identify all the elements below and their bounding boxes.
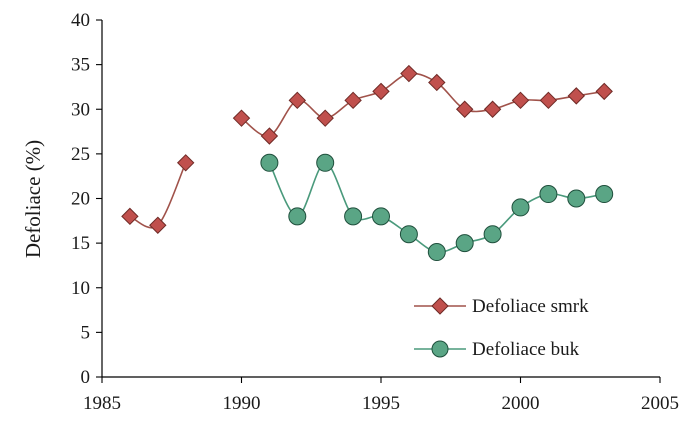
x-axis-ticks: 1985 1990 1995 2000 2005 [83, 377, 679, 414]
plot-area: 0 5 10 15 20 25 30 35 40 1985 1990 1995 2000 2005 [71, 10, 679, 414]
data-point-smrk [428, 73, 446, 92]
x-tick-label: 1990 [223, 393, 261, 414]
data-point-smrk [511, 91, 530, 110]
series-lines [129, 72, 605, 253]
x-tick-label: 2005 [641, 393, 679, 414]
y-tick-label: 35 [71, 55, 90, 76]
x-tick-label: 1985 [83, 393, 121, 414]
data-point-buk [316, 153, 335, 172]
data-point-smrk [288, 91, 307, 110]
legend: Defoliace smrk Defoliace buk [414, 296, 589, 360]
data-point-smrk [260, 127, 279, 145]
x-tick-label: 2000 [502, 393, 540, 414]
y-axis-title: Defoliace (%) [21, 140, 45, 258]
data-point-smrk [400, 64, 418, 83]
legend-item-buk: Defoliace buk [414, 339, 580, 360]
data-point-buk [539, 185, 558, 204]
y-tick-label: 10 [71, 278, 90, 299]
legend-label-smrk: Defoliace smrk [472, 296, 589, 317]
y-tick-label: 20 [71, 189, 90, 210]
series-line-buk [268, 161, 605, 253]
y-axis-ticks: 0 5 10 15 20 25 30 35 40 [71, 10, 102, 388]
data-point-smrk [567, 87, 586, 105]
legend-label-buk: Defoliace buk [472, 339, 580, 360]
y-tick-label: 15 [71, 233, 90, 254]
data-point-smrk [149, 216, 167, 234]
data-point-smrk [176, 154, 195, 172]
y-tick-label: 5 [81, 322, 91, 343]
y-tick-label: 0 [81, 367, 91, 388]
data-point-buk [427, 243, 446, 262]
data-point-buk [567, 189, 586, 208]
data-point-buk [455, 234, 474, 253]
data-point-buk [595, 185, 614, 204]
circle-marker-icon [431, 340, 449, 358]
data-point-buk [399, 225, 418, 244]
data-point-buk [344, 207, 363, 226]
data-point-buk [483, 225, 502, 244]
y-tick-label: 30 [71, 99, 90, 120]
series-markers [121, 64, 614, 262]
data-point-smrk [232, 109, 251, 127]
data-point-smrk [316, 109, 334, 127]
data-point-smrk [483, 100, 502, 118]
data-point-smrk [121, 207, 139, 226]
data-point-smrk [539, 91, 558, 110]
data-point-buk [372, 207, 390, 226]
y-tick-label: 25 [71, 144, 90, 165]
data-point-buk [260, 153, 279, 172]
data-point-buk [288, 207, 307, 226]
data-point-buk [511, 198, 530, 217]
x-tick-label: 1995 [362, 393, 400, 414]
diamond-marker-icon [431, 297, 449, 315]
data-point-smrk [595, 82, 613, 101]
data-point-smrk [372, 82, 390, 101]
legend-item-smrk: Defoliace smrk [414, 296, 589, 317]
data-point-smrk [344, 91, 362, 110]
data-point-smrk [455, 100, 474, 118]
y-tick-label: 40 [71, 10, 90, 31]
